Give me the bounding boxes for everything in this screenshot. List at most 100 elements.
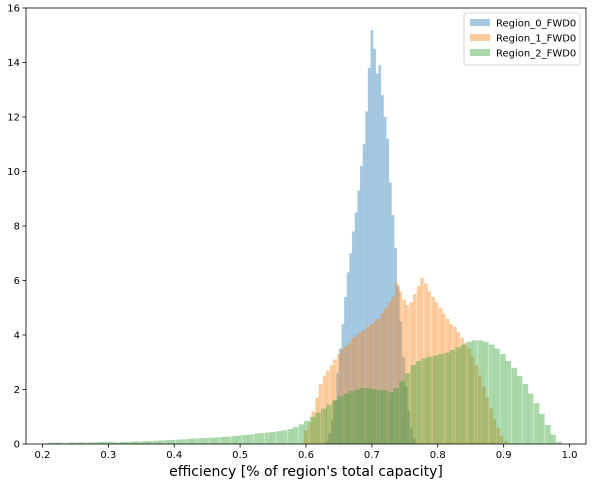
histogram-bar: [382, 390, 388, 444]
histogram-bar: [359, 166, 363, 445]
histogram-bar: [191, 438, 198, 444]
histogram-bar: [348, 390, 355, 444]
histogram-bar: [231, 436, 237, 444]
histogram-bar: [539, 414, 545, 444]
legend-box: [463, 12, 581, 66]
histogram-bar: [488, 344, 495, 444]
histogram-bar: [383, 117, 387, 444]
histogram-bar: [63, 443, 69, 444]
histogram-bar: [453, 326, 457, 444]
histogram-bar: [175, 439, 181, 444]
histogram-bar: [169, 439, 176, 444]
histogram-bar: [340, 348, 345, 444]
histogram-bar: [463, 343, 468, 444]
histogram-bar: [108, 441, 114, 444]
histogram-bar: [214, 437, 220, 444]
histogram-bar: [102, 441, 108, 444]
plot-frame: [25, 7, 587, 445]
histogram-bar: [259, 433, 265, 444]
histogram-bar: [556, 441, 562, 444]
histogram-bar: [399, 381, 405, 444]
histogram-bar: [225, 436, 232, 444]
histogram-bar: [474, 364, 479, 444]
histogram-bar: [445, 318, 450, 444]
histogram-bar: [365, 111, 368, 445]
histogram-bar: [380, 313, 385, 444]
histogram-bar: [500, 354, 506, 444]
histogram-bar: [341, 324, 345, 444]
histogram-bar: [343, 393, 349, 444]
histogram-bar: [431, 296, 435, 444]
histogram-bar: [460, 344, 467, 444]
histogram-bar: [434, 302, 439, 444]
histogram-bar: [366, 326, 370, 444]
histogram-bar: [354, 389, 361, 444]
histogram-bar: [376, 390, 383, 444]
histogram-bar: [396, 285, 400, 444]
histogram-bar: [318, 384, 323, 444]
histogram-bar: [344, 296, 347, 444]
histogram-bar: [482, 386, 486, 444]
y-tick-label: 14: [7, 58, 20, 69]
histogram-bar: [281, 430, 288, 444]
histogram-bar: [492, 419, 497, 444]
histogram-bar: [427, 291, 432, 444]
histogram-bar: [494, 348, 500, 444]
histogram-bar: [438, 307, 443, 444]
histogram-bar: [373, 48, 376, 444]
histogram-bar: [322, 375, 327, 444]
histogram-bar: [415, 360, 422, 444]
histogram-bar: [449, 349, 456, 444]
histogram-bar: [378, 65, 382, 444]
histogram-bar: [438, 354, 444, 444]
histogram-bar: [347, 343, 352, 444]
histogram-bar: [398, 291, 403, 444]
x-tick-label: 0.3: [100, 450, 116, 461]
histogram-bar: [424, 283, 428, 444]
histogram-bar: [357, 190, 361, 444]
y-tick-label: 12: [7, 113, 20, 124]
x-tick-label: 0.4: [166, 450, 182, 461]
histogram-bar: [119, 442, 125, 444]
histogram-bar: [333, 400, 337, 444]
series-0: [325, 29, 416, 445]
histogram-bar: [395, 283, 399, 444]
legend-label: Region_2_FWD0: [496, 49, 576, 60]
histogram-bar: [399, 321, 403, 444]
histogram-bar: [247, 434, 254, 444]
histogram-bar: [164, 440, 170, 444]
histogram-bar: [365, 388, 372, 444]
histogram-bar: [386, 138, 390, 445]
histogram-bar: [203, 438, 209, 444]
histogram-bar: [253, 433, 260, 444]
histogram-bar: [388, 182, 392, 444]
histogram-bar: [96, 442, 103, 444]
histogram-bar: [407, 411, 411, 444]
histogram-bar: [441, 313, 446, 444]
histogram-bar: [511, 367, 517, 444]
y-tick-label: 0: [14, 440, 20, 451]
histogram-bar: [402, 356, 405, 444]
histogram-bar: [333, 359, 337, 444]
histogram-bar: [496, 427, 501, 444]
histogram-bar: [315, 397, 320, 444]
histogram-bar: [387, 302, 392, 444]
x-tick-label: 0.8: [430, 450, 446, 461]
histogram-bar: [370, 29, 374, 445]
histogram-bar: [427, 356, 433, 444]
histogram-bar: [477, 340, 484, 444]
histogram-bar: [383, 307, 388, 444]
histogram-bar: [444, 352, 450, 444]
histogram-bar: [85, 442, 92, 444]
histogram-bar: [113, 442, 120, 444]
histogram-bar: [336, 373, 340, 444]
histogram-bar: [330, 419, 334, 444]
histogram-bar: [391, 296, 395, 444]
histogram-bar: [351, 337, 356, 444]
histogram-bar: [308, 422, 312, 444]
x-tick-label: 0.6: [298, 450, 314, 461]
histogram-bar: [410, 364, 417, 444]
histogram-bar: [460, 337, 464, 444]
histogram-bar: [152, 440, 159, 444]
histogram-bar: [432, 355, 439, 444]
